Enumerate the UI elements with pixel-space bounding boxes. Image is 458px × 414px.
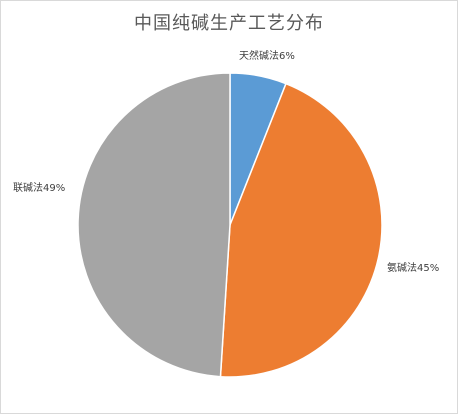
chart-title: 中国纯碱生产工艺分布 bbox=[134, 13, 324, 34]
data-label-1: 天然碱法6% bbox=[239, 49, 295, 62]
data-label-2: 氨碱法45% bbox=[387, 261, 439, 274]
pie-slice-3 bbox=[77, 72, 231, 378]
data-label-3: 联碱法49% bbox=[13, 181, 65, 194]
pie-slice-2 bbox=[219, 82, 383, 378]
pie-slices bbox=[77, 72, 383, 378]
